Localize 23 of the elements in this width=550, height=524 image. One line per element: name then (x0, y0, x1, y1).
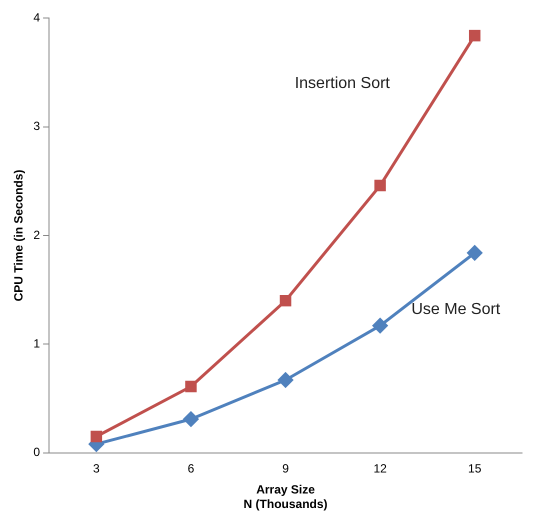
x-axis-title: Array Size N (Thousands) (244, 482, 328, 512)
point (185, 380, 197, 392)
point (467, 245, 482, 260)
point (468, 30, 480, 42)
y-tick-label: 0 (33, 445, 40, 460)
point (280, 294, 292, 306)
x-tick-label: 12 (373, 461, 388, 476)
point (90, 430, 102, 442)
x-tick-label: 9 (282, 461, 290, 476)
y-axis-title: CPU Time (in Seconds) (12, 170, 26, 302)
point (374, 180, 386, 192)
series-label: Use Me Sort (411, 300, 501, 318)
point (372, 318, 388, 334)
point (183, 412, 198, 427)
x-tick-label: 3 (93, 461, 100, 476)
y-tick-label: 1 (33, 336, 40, 350)
y-tick-label: 4 (33, 10, 40, 25)
y-tick-label: 2 (33, 228, 40, 242)
x-tick-label: 15 (468, 461, 482, 476)
y-tick-label: 3 (33, 119, 40, 134)
text: Insertion Sort (294, 74, 390, 92)
x-tick-label: 6 (188, 461, 195, 476)
point (278, 372, 294, 388)
